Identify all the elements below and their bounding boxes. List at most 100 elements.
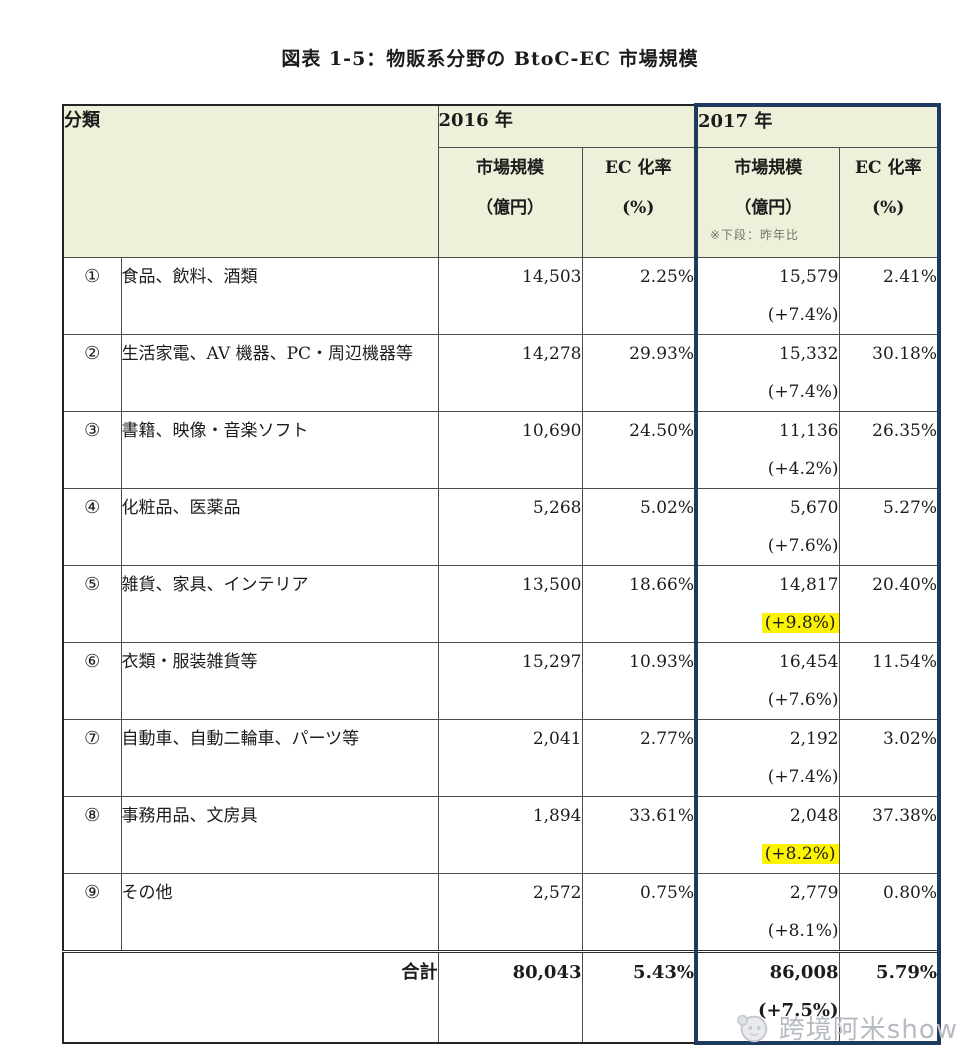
market-size-2016: 1,894 <box>437 795 583 874</box>
market-size-2017-value: 11,136 <box>779 420 839 441</box>
category-name: 書籍、映像・音楽ソフト <box>120 410 439 489</box>
market-size-2016: 14,278 <box>437 333 583 412</box>
total-market-size-2016: 80,043 <box>437 949 583 1044</box>
market-size-2017-value: 2,779 <box>789 882 839 903</box>
market-size-2017: 14,817 (+9.8%) <box>694 564 840 643</box>
yoy-change: (+4.2%) <box>698 450 839 488</box>
market-size-label: 市場規模 <box>734 157 803 178</box>
market-size-2016: 2,572 <box>437 872 583 952</box>
table-row: ③ 書籍、映像・音楽ソフト 10,690 24.50% 11,136 (+4.2… <box>62 410 941 489</box>
brand-watermark: 跨境阿米show <box>734 1008 958 1046</box>
ec-rate-2017: 20.40% <box>838 564 941 643</box>
market-size-2017-value: 5,670 <box>789 497 839 518</box>
yoy-change: (+9.8%) <box>698 604 839 642</box>
yoy-change: (+7.6%) <box>698 527 839 565</box>
ec-rate-2016: 33.61% <box>581 795 697 874</box>
ec-rate-2017: 5.27% <box>838 487 941 566</box>
total-ec-rate-2017: 5.79% <box>838 949 941 1045</box>
table-row: ⑧ 事務用品、文房具 1,894 33.61% 2,048 (+8.2%) 37… <box>62 795 941 874</box>
market-size-label: 市場規模 <box>476 157 544 178</box>
row-number: ⑨ <box>62 872 122 952</box>
yoy-text: (+8.1%) <box>767 920 839 941</box>
market-size-2017-value: 14,817 <box>779 574 839 595</box>
ec-rate-2017: 3.02% <box>838 718 941 797</box>
yoy-change: (+8.1%) <box>698 912 839 950</box>
yoy-text: (+7.4%) <box>767 381 839 402</box>
table-row: ⑦ 自動車、自動二輪車、パーツ等 2,041 2.77% 2,192 (+7.4… <box>62 718 941 797</box>
market-size-2017: 5,670 (+7.6%) <box>694 487 840 566</box>
yoy-text: (+7.4%) <box>767 766 839 787</box>
market-size-2017-value: 16,454 <box>779 651 839 672</box>
header-category: 分類 <box>62 104 439 258</box>
market-size-2017: 16,454 (+7.6%) <box>694 641 840 720</box>
market-size-2017: 2,048 (+8.2%) <box>694 795 840 874</box>
header-ec-rate-2016: EC 化率 (%) <box>581 146 697 258</box>
header-market-size-2016: 市場規模 （億円） <box>437 146 583 258</box>
market-size-2016: 5,268 <box>437 487 583 566</box>
market-size-2016: 13,500 <box>437 564 583 643</box>
row-number: ④ <box>62 487 122 566</box>
market-size-2017-value: 2,192 <box>789 728 839 749</box>
yoy-text: (+7.6%) <box>767 689 839 710</box>
yoy-text-highlighted: (+9.8%) <box>761 612 839 633</box>
header-year-2016: 2016 年 <box>437 104 697 148</box>
header-market-size-2017: 市場規模 （億円） ※下段：昨年比 <box>694 146 840 258</box>
row-number: ② <box>62 333 122 412</box>
table-row: ⑨ その他 2,572 0.75% 2,779 (+8.1%) 0.80% <box>62 872 941 952</box>
market-size-2016: 10,690 <box>437 410 583 489</box>
table-row: ② 生活家電、AV 機器、PC・周辺機器等 14,278 29.93% 15,3… <box>62 333 941 412</box>
ec-rate-2017: 26.35% <box>838 410 941 489</box>
total-row: 合計 80,043 5.43% 86,008 (+7.5%) 5.79% <box>62 949 941 1045</box>
market-size-unit: （億円） <box>734 197 803 218</box>
total-market-size-2017-value: 86,008 <box>769 961 839 983</box>
market-size-2017: 2,192 (+7.4%) <box>694 718 840 797</box>
yoy-note: ※下段：昨年比 <box>710 227 800 242</box>
ec-rate-unit: (%) <box>622 197 655 218</box>
total-label: 合計 <box>62 949 439 1044</box>
ec-rate-2016: 24.50% <box>581 410 697 489</box>
row-number: ① <box>62 256 122 335</box>
market-size-2017: 2,779 (+8.1%) <box>694 872 840 952</box>
header-year-2017: 2017 年 <box>694 103 941 148</box>
row-number: ③ <box>62 410 122 489</box>
row-number: ⑦ <box>62 718 122 797</box>
market-size-2017: 15,579 (+7.4%) <box>694 256 840 335</box>
header-ec-rate-2017: EC 化率 (%) <box>838 146 941 258</box>
ec-rate-2016: 5.02% <box>581 487 697 566</box>
brand-logo-icon <box>734 1008 772 1046</box>
yoy-text-highlighted: (+8.2%) <box>761 843 839 864</box>
market-size-2017: 11,136 (+4.2%) <box>694 410 840 489</box>
ec-rate-label: EC 化率 <box>855 157 922 178</box>
row-number: ⑥ <box>62 641 122 720</box>
yoy-change: (+7.4%) <box>698 373 839 411</box>
table-row: ⑤ 雑貨、家具、インテリア 13,500 18.66% 14,817 (+9.8… <box>62 564 941 643</box>
ec-rate-2016: 2.77% <box>581 718 697 797</box>
yoy-text: (+7.6%) <box>767 535 839 556</box>
ec-rate-2016: 18.66% <box>581 564 697 643</box>
category-name: 化粧品、医薬品 <box>120 487 439 566</box>
yoy-change: (+7.6%) <box>698 681 839 719</box>
category-name: 衣類・服装雑貨等 <box>120 641 439 720</box>
ec-rate-2017: 11.54% <box>838 641 941 720</box>
table-row: ④ 化粧品、医薬品 5,268 5.02% 5,670 (+7.6%) 5.27… <box>62 487 941 566</box>
ec-rate-unit: (%) <box>872 197 905 218</box>
category-name: 雑貨、家具、インテリア <box>120 564 439 643</box>
market-size-2016: 2,041 <box>437 718 583 797</box>
table-row: ① 食品、飲料、酒類 14,503 2.25% 15,579 (+7.4%) 2… <box>62 256 941 335</box>
yoy-change: (+7.4%) <box>698 296 839 334</box>
market-size-table: 分類 2016 年 2017 年 市場規模 （億円） EC 化率 (%) 市場規… <box>62 103 941 1045</box>
table-row: ⑥ 衣類・服装雑貨等 15,297 10.93% 16,454 (+7.6%) … <box>62 641 941 720</box>
market-size-2017-value: 15,332 <box>779 343 839 364</box>
figure-title: 図表 1-5：物販系分野の BtoC-EC 市場規模 <box>281 48 699 70</box>
ec-rate-label: EC 化率 <box>605 157 672 178</box>
ec-rate-2016: 0.75% <box>581 872 697 952</box>
ec-rate-2016: 29.93% <box>581 333 697 412</box>
yoy-change: (+7.4%) <box>698 758 839 796</box>
table-header: 分類 2016 年 2017 年 市場規模 （億円） EC 化率 (%) 市場規… <box>62 103 941 258</box>
yoy-text: (+7.4%) <box>767 304 839 325</box>
ec-rate-2017: 37.38% <box>838 795 941 874</box>
brand-watermark-text: 跨境阿米show <box>778 1014 958 1045</box>
ec-rate-2017: 30.18% <box>838 333 941 412</box>
yoy-text: (+4.2%) <box>767 458 839 479</box>
